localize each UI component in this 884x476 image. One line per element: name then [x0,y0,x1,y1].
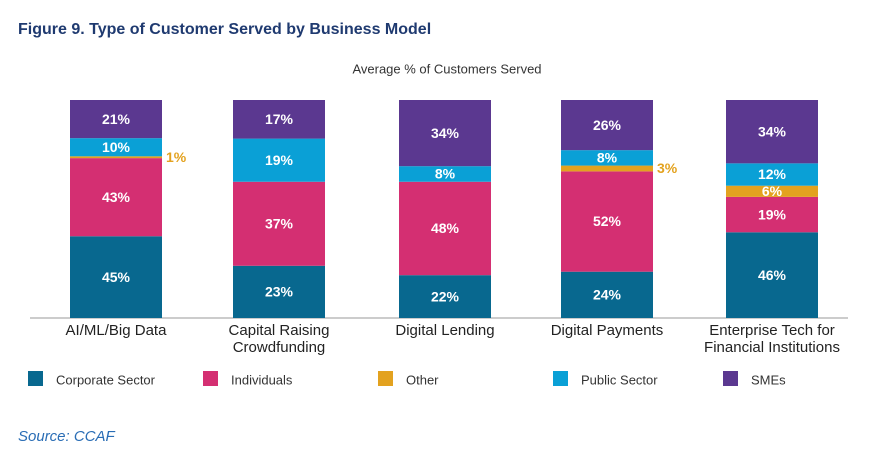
bar-segment [726,163,818,186]
bar-segment [233,181,325,266]
data-label: 22% [431,288,460,304]
data-label: 17% [265,111,294,127]
x-tick-label: Enterprise Tech for Financial Institutio… [704,322,840,356]
data-label: 23% [265,284,294,300]
legend-label: Other [406,372,439,387]
data-label: 19% [758,206,787,222]
data-label: 52% [593,213,622,229]
bar-segment [70,138,162,157]
legend-label: Corporate Sector [56,372,156,387]
bar-segment [70,100,162,139]
x-tick-label: AI/ML/Big Data [65,322,167,339]
legend-label: Public Sector [581,372,658,387]
data-label: 45% [102,269,131,285]
data-label: 10% [102,139,131,155]
bar-segment [399,166,491,182]
legend-swatch [28,371,43,386]
bar-segment [726,232,818,318]
bar-segment [399,181,491,276]
bar-segment [726,100,818,164]
bar-segment [233,138,325,182]
bar-segment [561,150,653,166]
legend-swatch [378,371,393,386]
data-label: 43% [102,189,131,205]
bar-segment [726,196,818,233]
bar-segment [561,171,653,272]
data-label: 8% [597,150,618,166]
data-label: 26% [593,117,622,133]
data-label: 3% [657,160,678,176]
x-tick-label: Digital Lending [395,322,495,339]
data-label: 37% [265,215,294,231]
bar-segment [399,275,491,318]
data-label: 34% [758,123,787,139]
source: Source: CCAF [18,428,116,445]
chart-title: Figure 9. Type of Customer Served by Bus… [18,21,431,38]
data-label: 12% [758,166,787,182]
data-label: 48% [431,220,460,236]
bar-segment [399,100,491,167]
bar-segment [561,271,653,318]
bar-segment [70,158,162,237]
data-label: 21% [102,111,131,127]
data-label: 34% [431,125,460,141]
data-label: 46% [758,267,787,283]
bar-segment [726,185,818,197]
data-label: 6% [762,183,783,199]
bar-segment [233,265,325,318]
x-tick-label: Digital Payments [550,322,664,339]
bar-segment [70,156,162,159]
data-label: 8% [435,166,456,182]
data-label: 1% [166,149,187,165]
legend-label: Individuals [231,372,293,387]
legend-swatch [553,371,568,386]
data-label: 19% [265,152,294,168]
bar-segment [561,165,653,172]
data-label: 24% [593,287,622,303]
bar-segment [561,100,653,151]
legend-label: SMEs [751,372,786,387]
legend-swatch [723,371,738,386]
bar-segment [233,100,325,139]
bar-segment [70,236,162,318]
x-tick-label: Capital Raising Crowdfunding [228,322,330,356]
chart-subtitle: Average % of Customers Served [352,61,541,76]
legend-swatch [203,371,218,386]
